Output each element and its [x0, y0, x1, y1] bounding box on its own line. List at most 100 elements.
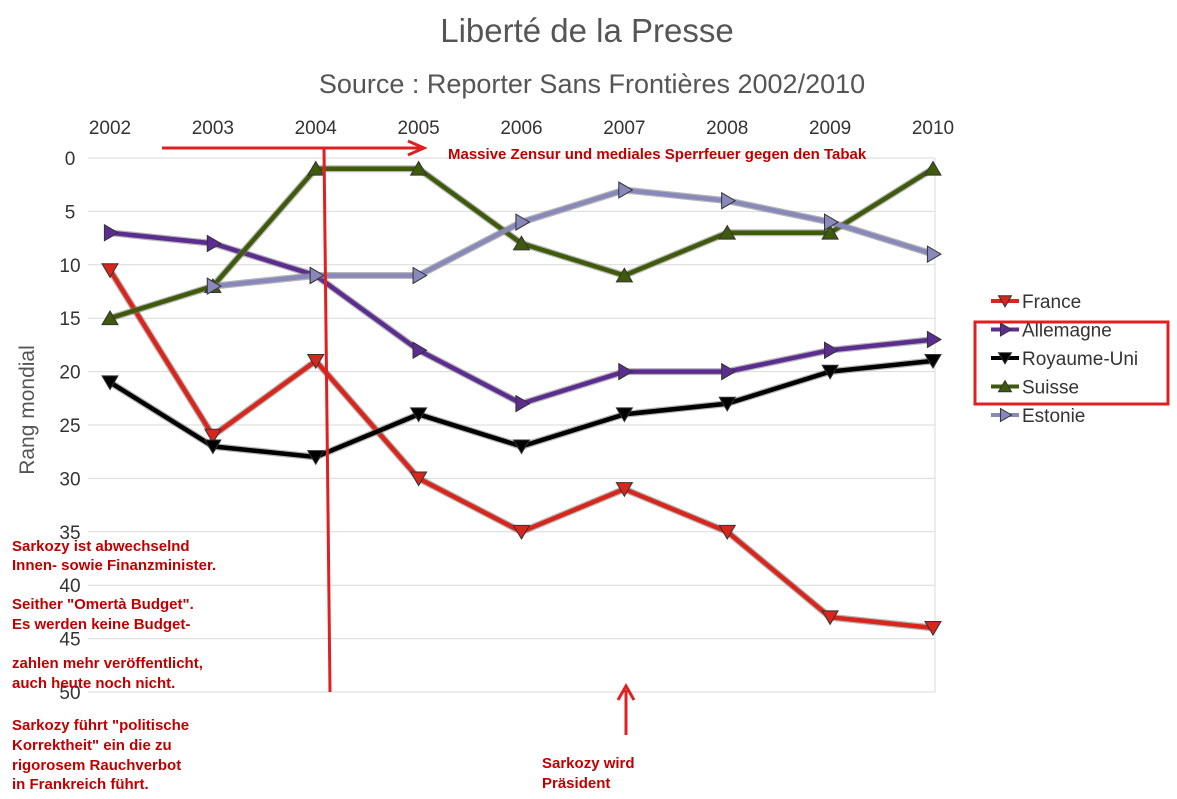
left-annotation-line: in Frankreich führt.	[12, 776, 149, 793]
data-point	[409, 160, 428, 176]
chart-title: Liberté de la Presse	[440, 12, 734, 49]
y-tick-label: 30	[59, 469, 80, 490]
legend-label: Estonie	[1022, 406, 1085, 427]
data-point	[926, 245, 942, 263]
data-point	[615, 267, 634, 283]
data-point	[824, 341, 840, 360]
data-point	[926, 330, 942, 349]
data-point	[512, 235, 531, 251]
data-point	[409, 407, 428, 423]
data-point	[615, 407, 634, 423]
left-annotation-line: Innen- sowie Finanzminister.	[12, 557, 216, 574]
y-tick-label: 40	[59, 576, 80, 597]
series-layer	[101, 160, 942, 637]
series-line	[212, 187, 934, 289]
data-point	[721, 362, 737, 381]
data-point	[306, 354, 325, 370]
y-tick-label: 5	[65, 202, 76, 223]
legend-swatch-marker	[997, 352, 1013, 365]
data-point	[515, 394, 531, 413]
legend-swatch-marker	[997, 379, 1013, 393]
data-point	[618, 362, 634, 381]
x-tick-label: 2004	[295, 118, 338, 139]
legend-swatch-marker	[999, 322, 1013, 337]
legend: France Allemagne Royaume-Uni Suisse Estonie	[973, 292, 1170, 427]
left-annotation-line: Es werden keine Budget-	[12, 616, 190, 633]
legend-label: Royaume-Uni	[1022, 349, 1138, 370]
bottom-annotation-line: Präsident	[542, 775, 610, 792]
series-allemagne	[103, 223, 942, 413]
data-point	[718, 224, 737, 240]
vertical-marker-line	[322, 147, 332, 693]
data-point	[204, 428, 222, 444]
bottom-arrow-head	[616, 682, 636, 701]
data-point	[306, 160, 325, 176]
left-annotation-line: Sarkozy ist abwechselnd	[12, 538, 190, 555]
x-axis-ticks: 2002 2003 2004 2005 2006 2007 2008 2009 2010	[89, 118, 954, 139]
y-tick-label: 50	[59, 683, 80, 704]
data-point	[512, 439, 531, 455]
data-point	[204, 439, 222, 455]
data-point	[821, 224, 839, 240]
x-tick-label: 2008	[706, 118, 748, 139]
data-point	[821, 364, 839, 380]
left-annotation-line: Korrektheit" ein die zu	[12, 737, 172, 754]
bottom-annotation-line: Sarkozy wird	[542, 755, 635, 772]
series-suisse	[101, 160, 942, 326]
data-point	[615, 482, 634, 498]
data-point	[821, 610, 839, 626]
x-tick-label: 2002	[89, 118, 131, 139]
left-annotation-line: auch heute noch nicht.	[12, 675, 175, 692]
y-tick-label: 20	[59, 363, 80, 384]
data-point	[206, 277, 222, 296]
x-tick-label: 2010	[912, 118, 954, 139]
data-point	[718, 396, 737, 412]
data-point	[824, 213, 840, 231]
chart-subtitle: Source : Reporter Sans Frontières 2002/2…	[319, 69, 865, 99]
y-tick-label: 25	[59, 416, 80, 437]
left-annotation-line: Sarkozy führt "politische	[12, 717, 189, 734]
x-tick-label: 2007	[603, 118, 645, 139]
y-tick-label: 10	[59, 256, 80, 277]
series-france	[101, 263, 942, 637]
left-annotation-line: rigorosem Rauchverbot	[12, 757, 181, 774]
data-point	[101, 310, 119, 326]
y-axis-label: Rang mondial	[16, 345, 39, 475]
series-royaume-uni	[101, 354, 942, 466]
legend-label: Suisse	[1022, 378, 1079, 399]
y-axis-ticks: 0 5 10 15 20 25 30 35 40 45 50	[59, 149, 80, 704]
y-tick-label: 35	[59, 523, 80, 544]
series-estonie	[206, 181, 942, 296]
top-arrow-head	[407, 139, 428, 157]
data-point	[924, 621, 942, 637]
data-point	[924, 160, 942, 176]
data-point	[721, 191, 737, 210]
data-point	[512, 524, 531, 540]
data-point	[718, 524, 737, 540]
data-point	[412, 341, 428, 360]
top-arrow-text: Massive Zensur und mediales Sperrfeuer g…	[448, 146, 867, 163]
x-tick-label: 2003	[192, 118, 234, 139]
legend-label: France	[1022, 292, 1081, 313]
y-tick-label: 0	[65, 149, 76, 170]
data-point	[101, 263, 119, 279]
data-point	[618, 181, 634, 199]
y-tick-label: 15	[59, 309, 80, 330]
data-point	[515, 213, 531, 231]
legend-swatch-marker	[997, 295, 1013, 308]
x-tick-label: 2005	[397, 118, 439, 139]
legend-swatch-marker	[999, 407, 1013, 423]
annotations: Massive Zensur und mediales Sperrfeuer g…	[12, 139, 867, 793]
left-annotation-line: Seither "Omertà Budget".	[12, 596, 194, 613]
y-tick-label: 45	[59, 630, 80, 651]
data-point	[924, 354, 942, 370]
legend-label: Allemagne	[1022, 321, 1112, 342]
data-point	[206, 234, 222, 253]
x-tick-label: 2006	[500, 118, 542, 139]
left-annotation-line: zahlen mehr veröffentlicht,	[12, 655, 203, 672]
x-tick-label: 2009	[809, 118, 851, 139]
data-point	[103, 223, 119, 242]
data-point	[309, 266, 325, 285]
data-point	[412, 266, 428, 285]
